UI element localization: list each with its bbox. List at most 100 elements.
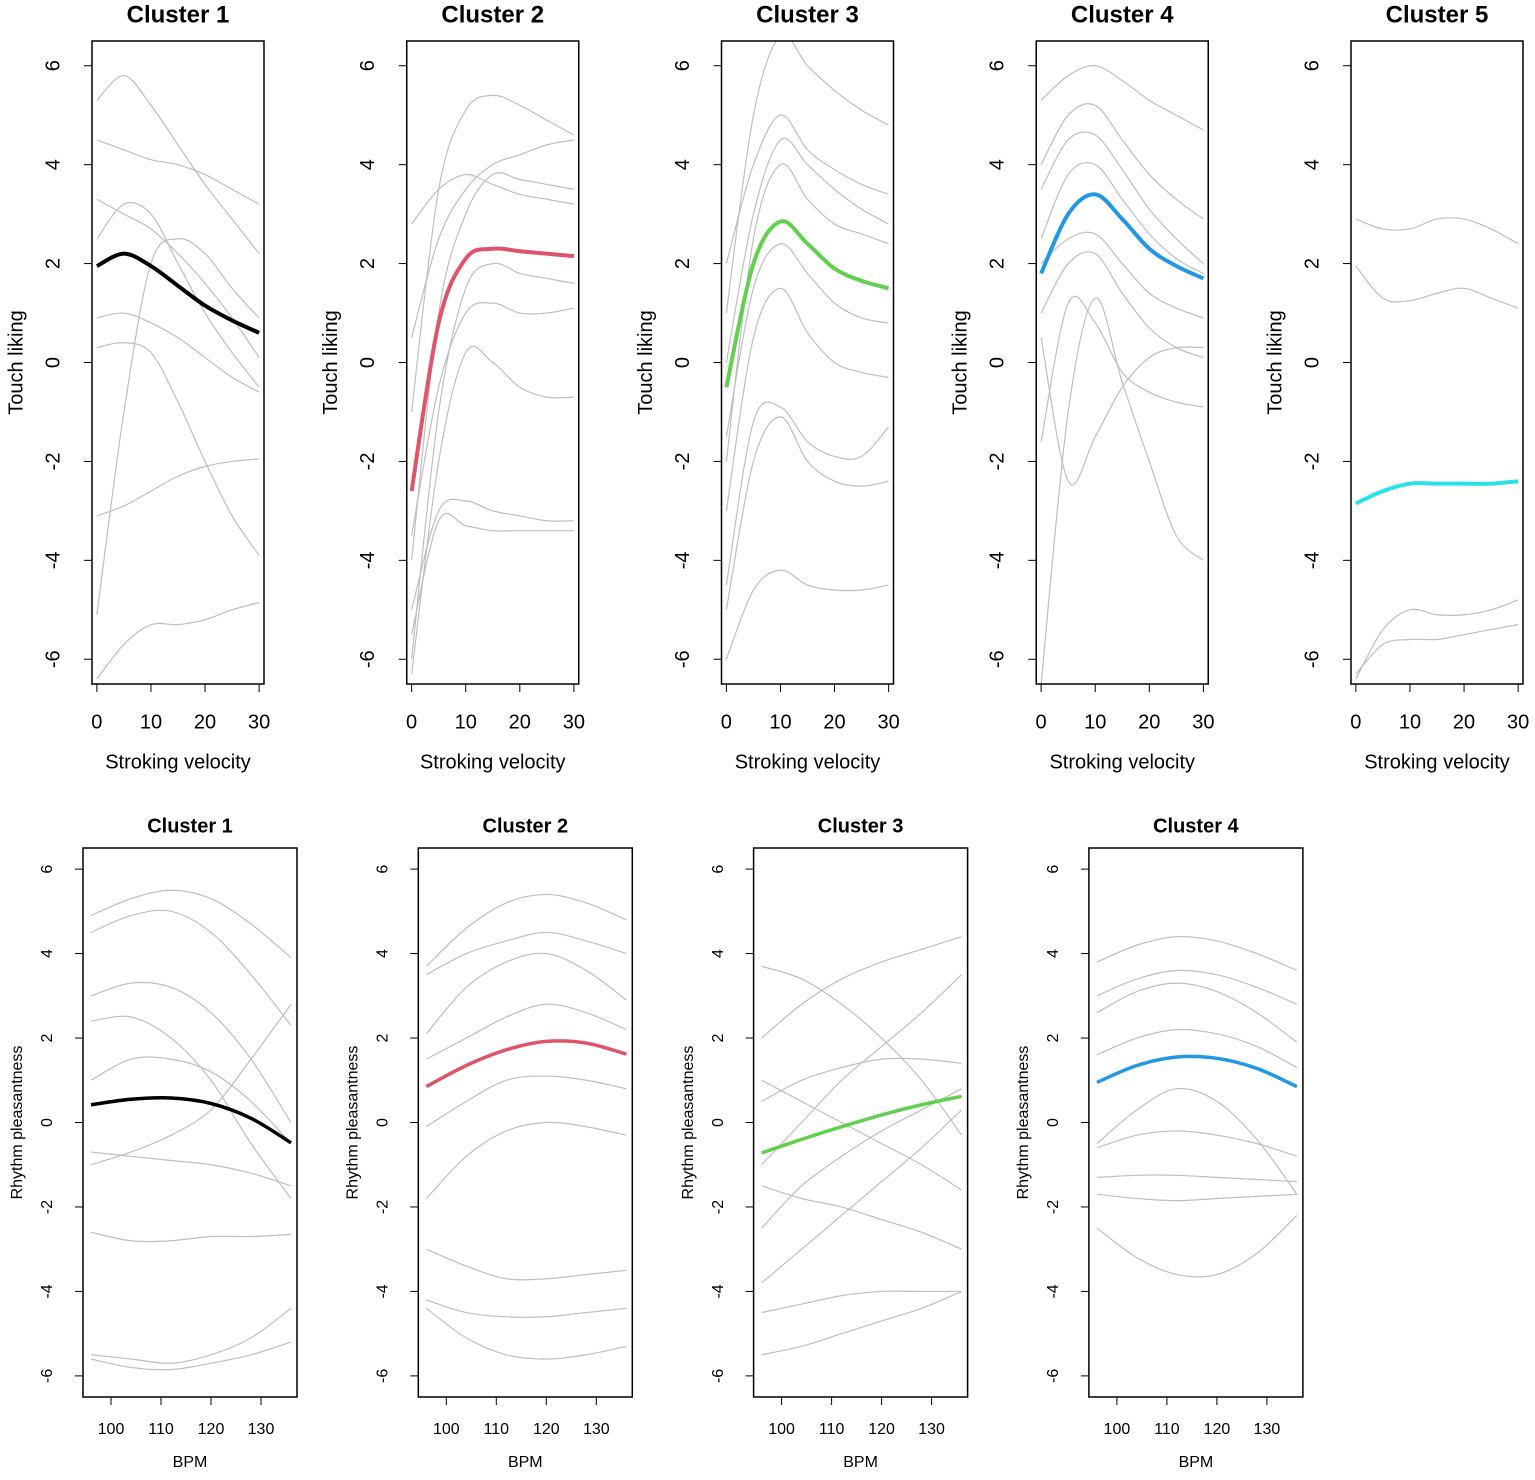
- y-tick-label: -4: [1301, 551, 1323, 569]
- x-tick-label: 0: [1350, 711, 1361, 733]
- x-tick-label: 20: [1453, 711, 1475, 733]
- x-tick-label: 20: [823, 711, 845, 733]
- panel: Cluster 2 Stroking velocity Touch liking -6…: [320, 1, 585, 773]
- individual-line: [725, 287, 889, 511]
- y-tick-label: 2: [42, 258, 64, 269]
- x-tick-label: 10: [455, 711, 477, 733]
- x-tick-label: 110: [1154, 1421, 1180, 1438]
- panel: Cluster 2 BPM Rhythm pleasantness -6 -4 -2 0 2 4…: [345, 815, 634, 1471]
- y-tick-label: -2: [42, 453, 64, 471]
- individual-line: [761, 965, 963, 1136]
- mean-line: [1039, 192, 1205, 281]
- individual-line: [1096, 1087, 1298, 1195]
- y-tick-label: 4: [710, 949, 727, 958]
- x-axis-label: BPM: [843, 1454, 878, 1471]
- individual-line: [725, 114, 889, 264]
- y-tick-label: -2: [672, 453, 694, 471]
- y-tick-label: 4: [1045, 949, 1062, 958]
- y-tick-label: 4: [42, 159, 64, 170]
- y-tick-label: 2: [1301, 258, 1323, 269]
- individual-line: [761, 1290, 962, 1314]
- y-tick-label: -4: [357, 551, 379, 569]
- y-tick-label: -6: [710, 1369, 727, 1383]
- individual-line: [96, 238, 260, 615]
- y-tick-label: 0: [42, 357, 64, 368]
- individual-line: [96, 342, 260, 556]
- plot-frame: [1035, 40, 1209, 685]
- y-tick-label: -6: [357, 650, 379, 668]
- y-tick-label: 2: [710, 1033, 727, 1042]
- y-tick-label: 6: [375, 865, 392, 874]
- y-tick-label: -2: [1045, 1200, 1062, 1214]
- individual-line: [411, 513, 574, 635]
- individual-line: [1096, 1193, 1297, 1202]
- individual-line: [1355, 624, 1519, 675]
- y-tick-label: 2: [987, 258, 1009, 269]
- x-axis-label: BPM: [508, 1454, 543, 1471]
- individual-line: [90, 1151, 292, 1187]
- x-tick-label: 130: [583, 1421, 610, 1438]
- y-tick-label: 0: [357, 357, 379, 368]
- x-tick-label: 10: [1084, 711, 1106, 733]
- y-tick-label: 4: [375, 949, 392, 958]
- y-tick-label: -6: [1301, 650, 1323, 668]
- plot-frame: [82, 847, 298, 1398]
- y-tick-label: 6: [710, 865, 727, 874]
- y-tick-label: 0: [1301, 357, 1323, 368]
- individual-line: [96, 198, 260, 358]
- panel-title: Cluster 4: [1071, 1, 1174, 28]
- individual-line: [761, 1057, 962, 1102]
- x-axis-label: BPM: [173, 1454, 208, 1471]
- individual-line: [411, 262, 574, 660]
- panel: Cluster 1 Stroking velocity Touch liking -6…: [5, 1, 270, 773]
- panel: Cluster 4 Stroking velocity Touch liking -6…: [950, 1, 1215, 773]
- panel: Cluster 3 Stroking velocity Touch liking -6…: [635, 1, 900, 773]
- individual-line: [1040, 231, 1204, 319]
- individual-line: [1096, 1174, 1297, 1183]
- x-tick-label: 30: [563, 711, 585, 733]
- y-tick-label: -4: [42, 551, 64, 569]
- y-tick-label: -4: [710, 1284, 727, 1298]
- individual-line: [725, 41, 889, 314]
- individual-line: [90, 1231, 292, 1243]
- individual-line: [725, 416, 889, 610]
- mean-line: [409, 246, 575, 492]
- y-tick-label: -6: [987, 650, 1009, 668]
- individual-line: [1096, 935, 1298, 972]
- mean-line: [90, 1095, 292, 1145]
- individual-line: [1040, 103, 1204, 220]
- individual-line: [761, 1079, 962, 1191]
- individual-line: [96, 202, 260, 388]
- y-tick-label: -2: [987, 453, 1009, 471]
- x-tick-label: 0: [91, 711, 102, 733]
- x-tick-label: 120: [198, 1421, 225, 1438]
- individual-line: [90, 1341, 292, 1371]
- y-tick-label: 0: [987, 357, 1009, 368]
- x-tick-label: 20: [1138, 711, 1160, 733]
- y-axis-label: Rhythm pleasantness: [9, 1046, 26, 1200]
- individual-line: [425, 1075, 627, 1128]
- plot-frame: [417, 847, 634, 1398]
- mean-line: [1096, 1054, 1298, 1089]
- individual-line: [1040, 65, 1204, 131]
- plot-frame: [1350, 40, 1524, 685]
- individual-line: [1096, 982, 1298, 1043]
- x-tick-label: 30: [1192, 711, 1214, 733]
- individual-line: [761, 1088, 962, 1229]
- individual-line: [426, 1248, 627, 1281]
- individual-line: [411, 498, 574, 610]
- y-tick-label: 6: [672, 60, 694, 71]
- plot-frame: [91, 40, 265, 685]
- panel-title: Cluster 3: [756, 1, 859, 28]
- x-axis-label: Stroking velocity: [105, 751, 251, 773]
- y-tick-label: 0: [39, 1118, 56, 1127]
- individual-line: [725, 163, 889, 462]
- individual-line: [90, 981, 292, 1123]
- y-tick-label: 6: [987, 60, 1009, 71]
- individual-line: [725, 243, 889, 437]
- individual-line: [426, 1003, 627, 1060]
- individual-line: [411, 301, 574, 536]
- y-tick-label: 2: [672, 258, 694, 269]
- x-tick-label: 10: [140, 711, 162, 733]
